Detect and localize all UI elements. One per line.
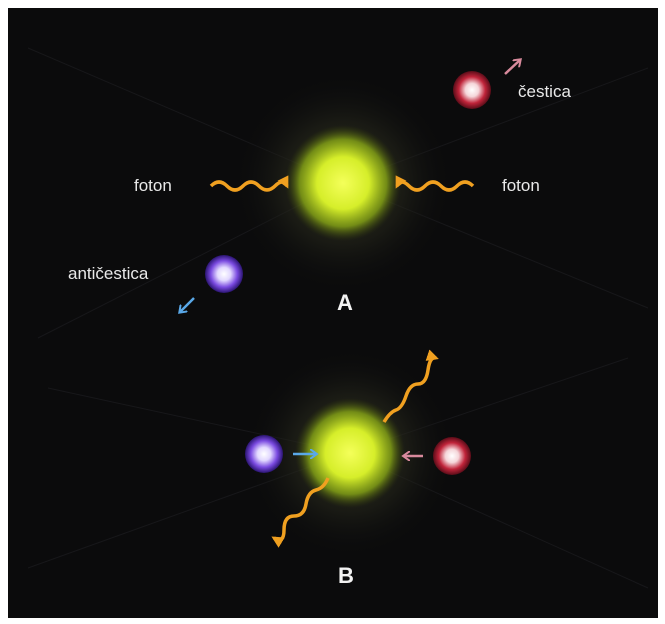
stage-b-particle-ball [433,437,471,475]
photon-left-wave [209,175,289,192]
antiparticle-ball [205,255,243,293]
photon-left-label: foton [134,176,172,195]
stage-b-label: B [338,563,354,588]
antiparticle-direction-arrow [180,297,195,312]
particle-ball [453,71,491,109]
stage-b-antiparticle-ball [245,435,283,473]
diagram-panel: čestica antičestica foton foton A B [8,8,658,618]
antiparticle-label: antičestica [68,264,149,283]
stage-b-photon-up-wave [382,349,439,423]
particle-label: čestica [518,82,571,101]
stage-b-photon-down-wave [271,477,330,548]
photon-right-label: foton [502,176,540,195]
stage-a-label: A [337,290,353,315]
pair-production-diagram [27,47,649,589]
stage-b-energy-glow [295,398,405,508]
particle-direction-arrow [504,60,520,75]
stage-a-energy-glow [285,125,401,241]
photon-right-wave [395,175,475,192]
